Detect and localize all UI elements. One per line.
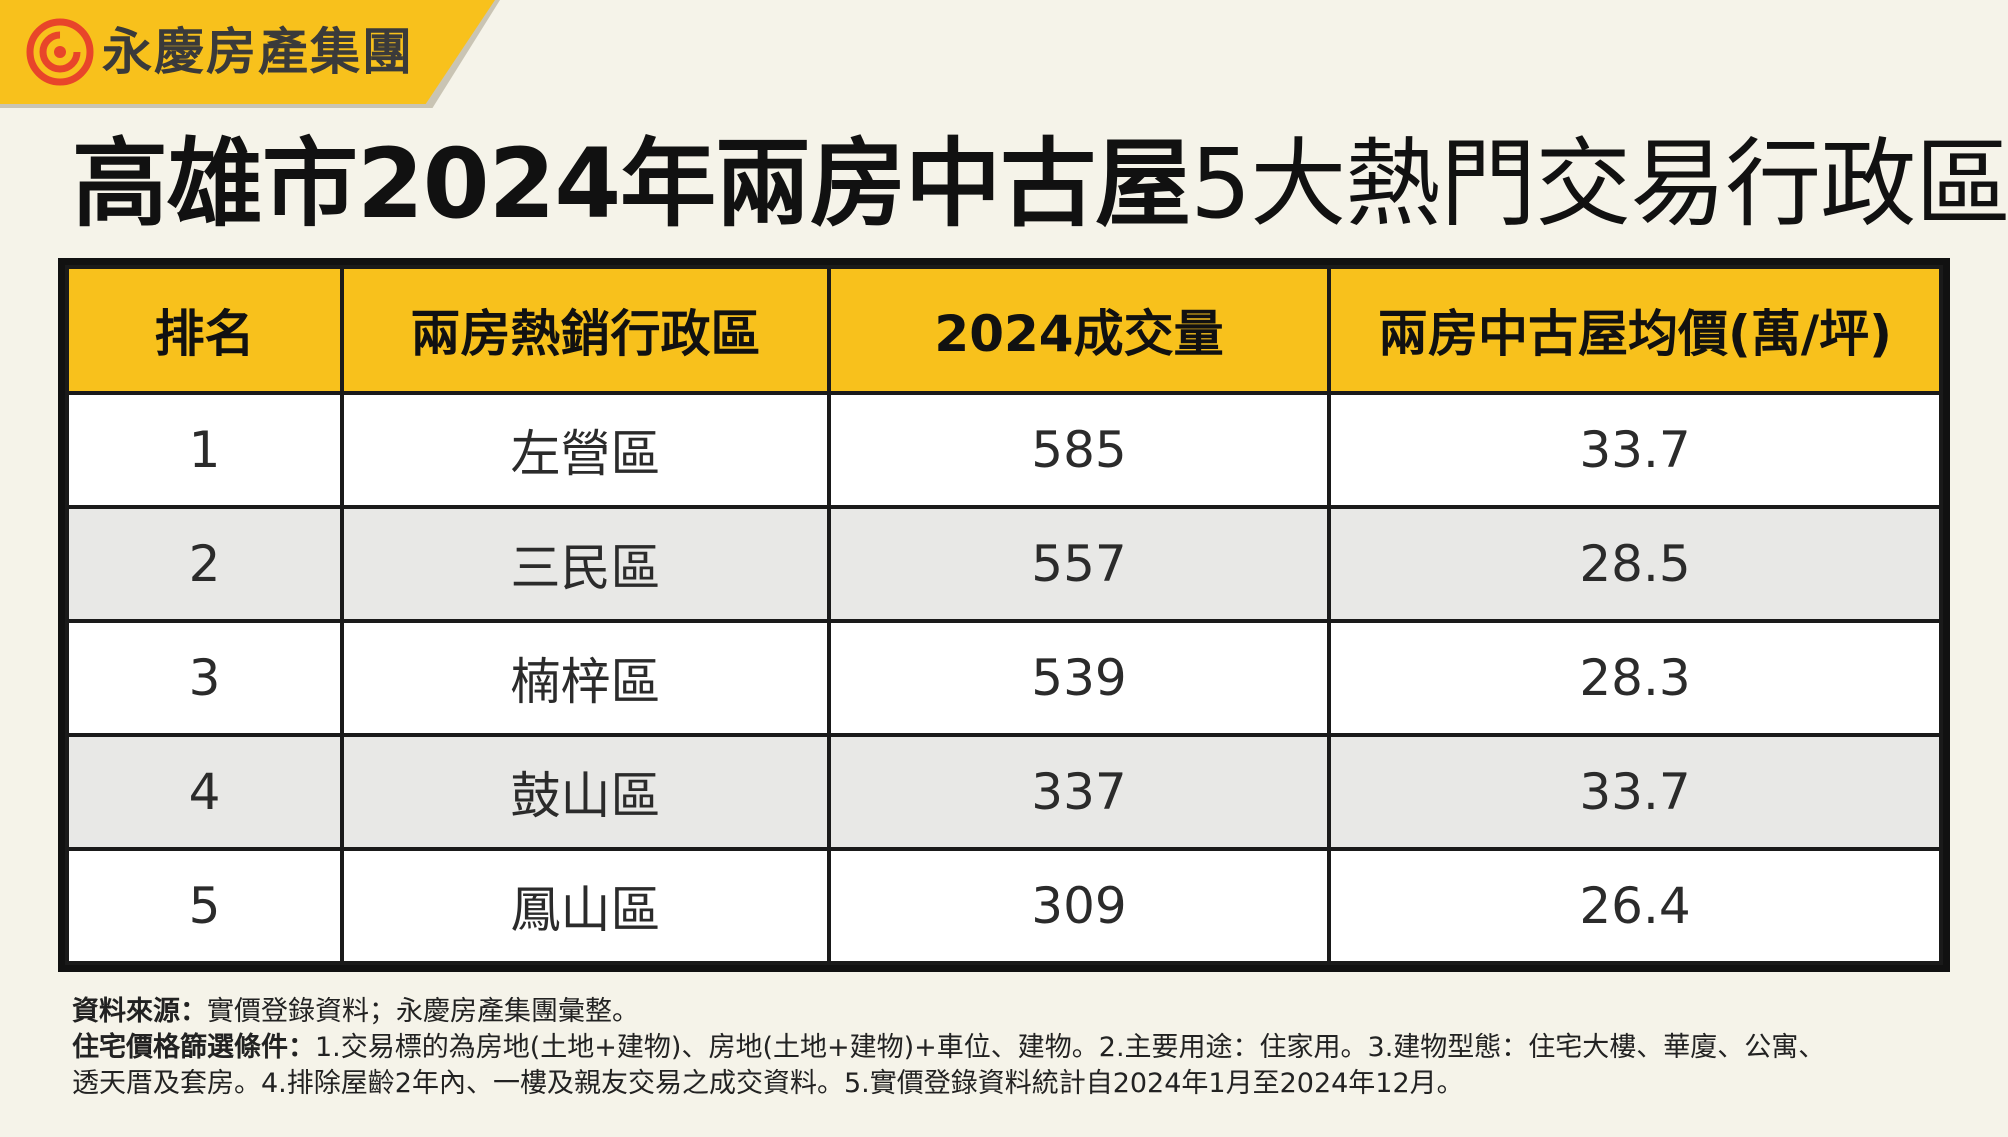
header-price: 兩房中古屋均價(萬/坪) — [1327, 265, 1943, 395]
cell-volume: 309 — [827, 847, 1331, 965]
cell-price: 28.3 — [1327, 619, 1943, 737]
source-label: 資料來源： — [72, 996, 207, 1027]
cell-volume: 337 — [827, 733, 1331, 851]
brand-name: 永慶房產集團 — [102, 23, 414, 81]
criteria-note-continued: 透天厝及套房。4.排除屋齡2年內、一樓及親友交易之成交資料。5.實價登錄資料統計… — [72, 1066, 1952, 1102]
cell-rank: 5 — [65, 847, 344, 965]
table-row: 5 鳳山區 309 26.4 — [65, 847, 1943, 965]
source-text: 實價登錄資料；永慶房產集團彙整。 — [207, 996, 639, 1027]
cell-district: 楠梓區 — [340, 619, 831, 737]
source-note: 資料來源：實價登錄資料；永慶房產集團彙整。 — [72, 994, 1952, 1030]
table-row: 4 鼓山區 337 33.7 — [65, 733, 1943, 851]
criteria-note: 住宅價格篩選條件：1.交易標的為房地(土地+建物)、房地(土地+建物)+車位、建… — [72, 1030, 1952, 1066]
cell-price: 28.5 — [1327, 505, 1943, 623]
title-light-part: 5大熱門交易行政區 — [1190, 128, 2008, 240]
criteria-text-1: 1.交易標的為房地(土地+建物)、房地(土地+建物)+車位、建物。2.主要用途：… — [315, 1032, 1826, 1063]
cell-district: 鼓山區 — [340, 733, 831, 851]
table-row: 2 三民區 557 28.5 — [65, 505, 1943, 623]
table-header-row: 排名 兩房熱銷行政區 2024成交量 兩房中古屋均價(萬/坪) — [65, 265, 1943, 395]
cell-price: 26.4 — [1327, 847, 1943, 965]
header-volume: 2024成交量 — [827, 265, 1331, 395]
table-row: 3 楠梓區 539 28.3 — [65, 619, 1943, 737]
cell-volume: 539 — [827, 619, 1331, 737]
cell-district: 三民區 — [340, 505, 831, 623]
header-district: 兩房熱銷行政區 — [340, 265, 831, 395]
cell-rank: 2 — [65, 505, 344, 623]
cell-rank: 3 — [65, 619, 344, 737]
title-bold-part: 高雄市2024年兩房中古屋 — [72, 128, 1191, 240]
cell-rank: 1 — [65, 391, 344, 509]
ranking-table-frame: 排名 兩房熱銷行政區 2024成交量 兩房中古屋均價(萬/坪) 1 左營區 58… — [58, 258, 1950, 972]
swirl-logo-icon — [26, 18, 94, 86]
cell-volume: 585 — [827, 391, 1331, 509]
ranking-table: 排名 兩房熱銷行政區 2024成交量 兩房中古屋均價(萬/坪) 1 左營區 58… — [65, 265, 1943, 965]
page-title: 高雄市2024年兩房中古屋5大熱門交易行政區 — [72, 128, 2008, 240]
table-row: 1 左營區 585 33.7 — [65, 391, 1943, 509]
cell-price: 33.7 — [1327, 733, 1943, 851]
footnotes: 資料來源：實價登錄資料；永慶房產集團彙整。 住宅價格篩選條件：1.交易標的為房地… — [72, 994, 1952, 1102]
criteria-text-2: 透天厝及套房。4.排除屋齡2年內、一樓及親友交易之成交資料。5.實價登錄資料統計… — [72, 1068, 1464, 1099]
criteria-label: 住宅價格篩選條件： — [72, 1032, 315, 1063]
cell-district: 鳳山區 — [340, 847, 831, 965]
cell-price: 33.7 — [1327, 391, 1943, 509]
brand-banner — [0, 0, 495, 104]
header-rank: 排名 — [65, 265, 344, 395]
cell-district: 左營區 — [340, 391, 831, 509]
cell-volume: 557 — [827, 505, 1331, 623]
cell-rank: 4 — [65, 733, 344, 851]
